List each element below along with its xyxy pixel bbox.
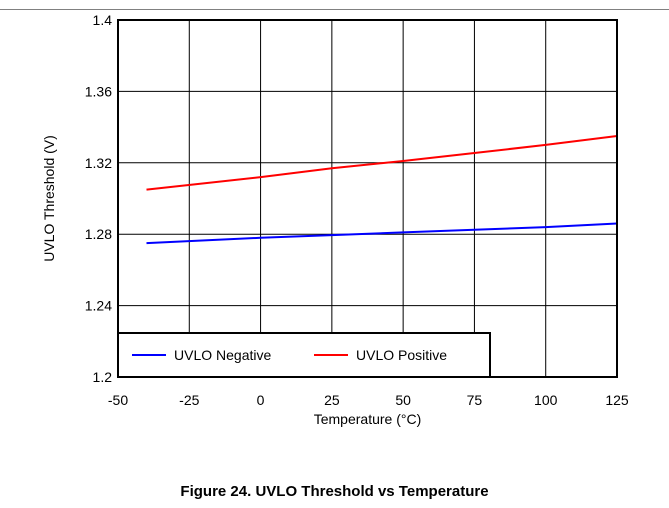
plot-area-border [117, 19, 618, 378]
y-tick-label: 1.2 [93, 369, 113, 385]
x-tick-label: 125 [605, 392, 629, 408]
legend-label: UVLO Positive [356, 347, 447, 363]
top-divider [0, 9, 669, 10]
x-tick-label: 0 [257, 392, 265, 408]
x-tick-label: 25 [324, 392, 340, 408]
y-axis-title: UVLO Threshold (V) [41, 135, 57, 262]
x-tick-label: 50 [395, 392, 411, 408]
legend-box [117, 332, 491, 378]
y-tick-label: 1.32 [85, 155, 112, 171]
grid-lines [118, 20, 617, 377]
legend: UVLO Negative UVLO Positive [117, 332, 491, 378]
y-tick-label: 1.4 [93, 12, 113, 28]
x-tick-label: -50 [108, 392, 128, 408]
x-tick-label: 100 [534, 392, 558, 408]
series-line-uvlo-positive [146, 135, 618, 191]
y-tick-label: 1.36 [85, 83, 112, 99]
legend-label: UVLO Negative [174, 347, 271, 363]
series-line-uvlo-negative [146, 222, 618, 245]
y-tick-label: 1.28 [85, 226, 112, 242]
x-tick-label: 75 [467, 392, 483, 408]
x-tick-label: -25 [179, 392, 199, 408]
y-tick-label: 1.24 [85, 298, 112, 314]
series-lines [146, 135, 618, 245]
x-axis-title: Temperature (°C) [314, 411, 422, 427]
tick-labels: -50 -25 0 25 50 75 100 125 1.2 1.24 1.28 1.32 1.36 1.… [85, 12, 629, 408]
figure-caption: Figure 24. UVLO Threshold vs Temperature [180, 483, 489, 500]
